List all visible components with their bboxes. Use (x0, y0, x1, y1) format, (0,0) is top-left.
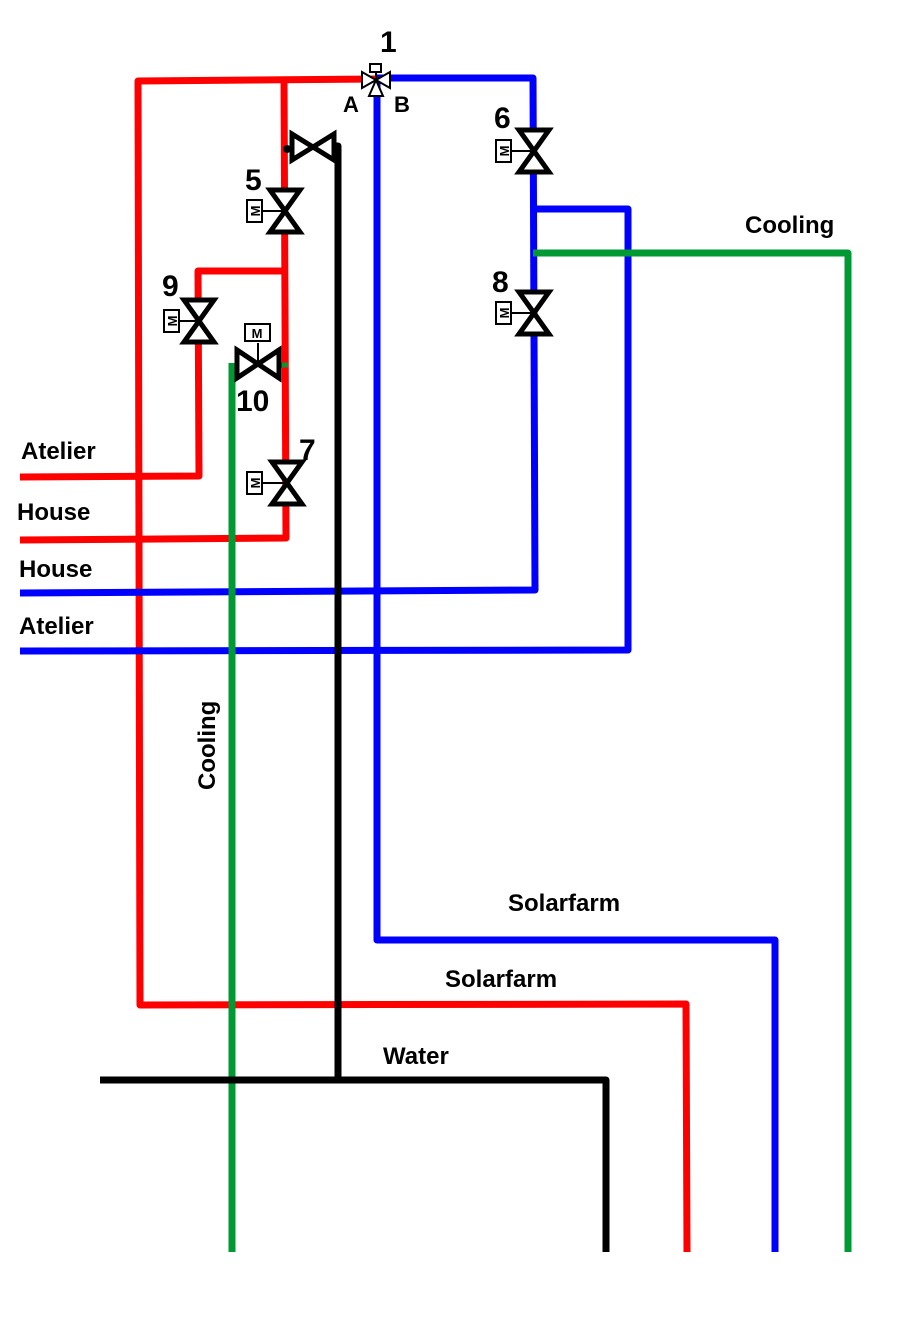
label-house-hot: House (17, 499, 90, 526)
valve-10-number: 10 (236, 385, 269, 418)
valve-7-top (267, 459, 307, 488)
valve-1-port-b-label: B (394, 92, 410, 117)
label-cooling-right: Cooling (745, 212, 834, 239)
valve-5-top (265, 187, 305, 216)
valve-5-motor-label: M (248, 206, 263, 217)
label-house-cold: House (19, 556, 92, 583)
valve-5[interactable]: M (246, 187, 305, 235)
water-valve-right (308, 129, 337, 165)
valve-1-port-left (361, 70, 379, 90)
valve-1-actuator (369, 63, 382, 73)
valve-6-motor-label: M (497, 146, 512, 157)
valve-9-number: 9 (162, 270, 179, 303)
water-valve[interactable] (289, 129, 337, 165)
valve-9-motor-label: M (165, 316, 180, 327)
valve-7[interactable]: M (246, 459, 307, 507)
valve-5-motor (246, 199, 263, 223)
valve-9-top (179, 297, 219, 326)
valve-10-right (253, 345, 282, 383)
label-atelier-cold: Atelier (19, 613, 94, 640)
valve-10-motor-label: M (252, 326, 263, 341)
valve-1-port-a-label: A (343, 92, 359, 117)
valve-9-bottom (179, 316, 219, 345)
valve-6-number: 6 (494, 102, 511, 135)
water-main-line (100, 1076, 610, 1252)
valve-10-motor (244, 323, 271, 342)
water-cap (283, 145, 291, 153)
label-atelier-hot: Atelier (21, 438, 96, 465)
water-valve-left (289, 129, 318, 165)
valve-5-number: 5 (245, 164, 262, 197)
cold-atelier-line (19, 205, 632, 655)
valve-7-bottom (267, 478, 307, 507)
valve-9[interactable]: M (163, 297, 219, 345)
valve-1-port-bottom (367, 77, 385, 97)
label-solarfarm-cold: Solarfarm (508, 890, 620, 917)
valve-8-top (514, 289, 554, 318)
valve-9-motor (163, 309, 180, 333)
valve-1-port-right (373, 70, 391, 90)
valve-8[interactable]: M (495, 289, 554, 337)
valve-7-motor (246, 471, 263, 495)
valve-10[interactable]: M (234, 323, 282, 383)
label-water: Water (383, 1043, 449, 1070)
valve-8-bottom (514, 308, 554, 337)
valve-8-motor (495, 301, 512, 325)
valve-6-top (514, 127, 554, 156)
cooling-pipes (228, 249, 852, 1252)
valve-8-number: 8 (492, 266, 509, 299)
cold-house-line (19, 74, 539, 597)
label-cooling-left: Cooling (194, 701, 221, 790)
hot-atelier-branch (19, 267, 286, 481)
valve-7-motor-label: M (248, 478, 263, 489)
valve-5-bottom (265, 206, 305, 235)
valve-1-number: 1 (380, 26, 397, 59)
hot-main-loop (134, 75, 691, 1253)
cooling-right-line (533, 249, 852, 1252)
valve-6[interactable]: M (495, 127, 554, 175)
valve-6-motor (495, 139, 512, 163)
cold-solarfarm-line (373, 79, 779, 1252)
water-riser (334, 142, 342, 1080)
valve-8-motor-label: M (497, 308, 512, 319)
valve-10-left (234, 345, 263, 383)
valve-1[interactable] (361, 63, 391, 97)
valve-6-bottom (514, 146, 554, 175)
label-solarfarm-hot: Solarfarm (445, 966, 557, 993)
valve-7-number: 7 (299, 434, 316, 467)
